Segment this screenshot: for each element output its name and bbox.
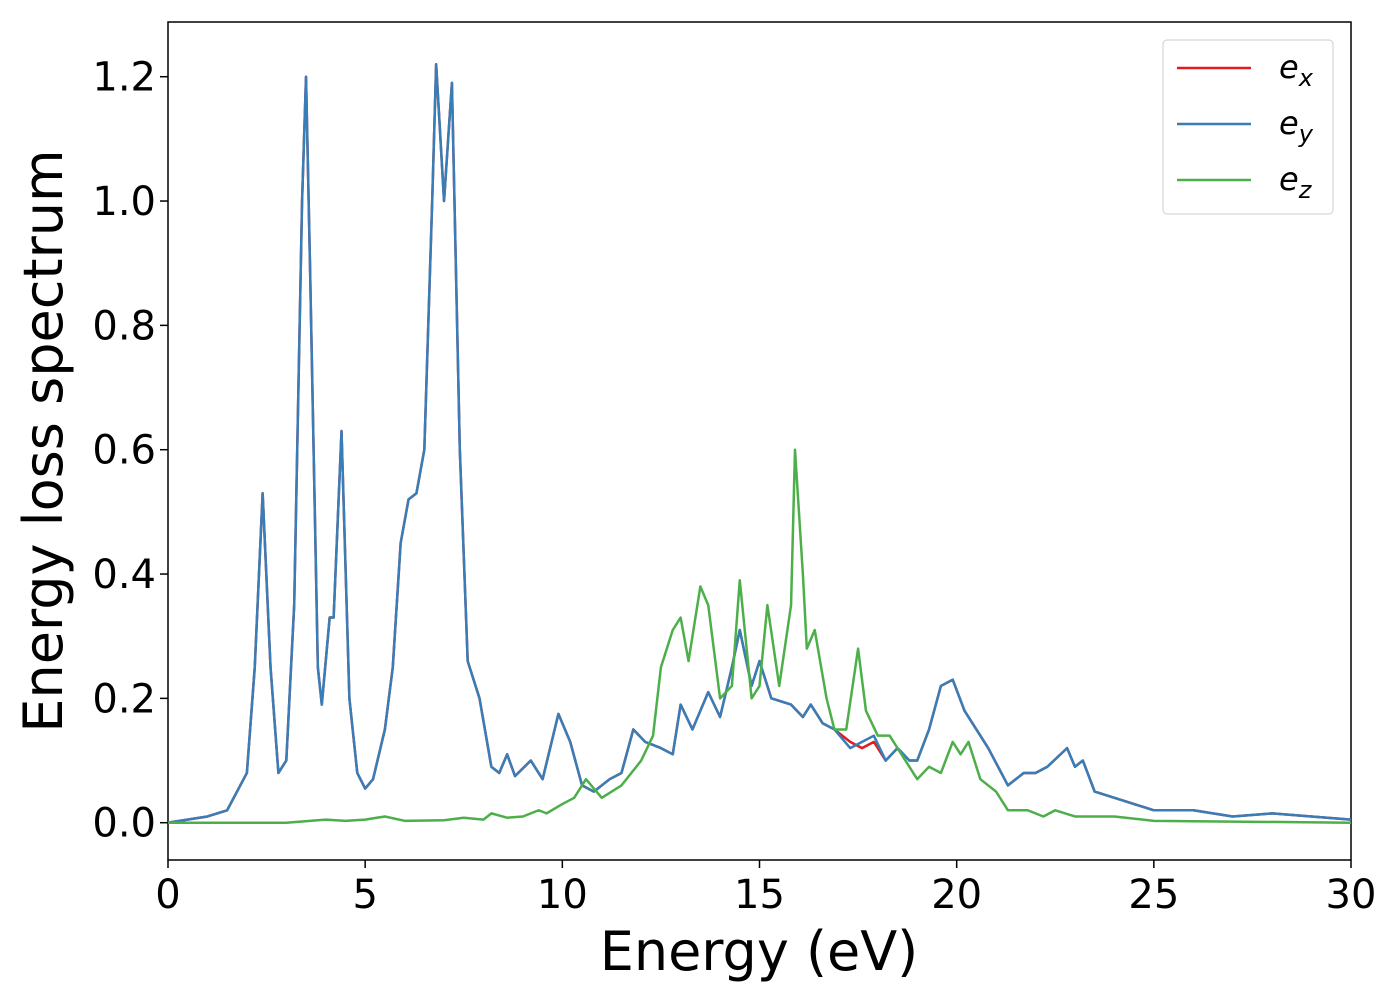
x-tick-label: 0: [155, 872, 180, 918]
y-tick-label: 1.2: [92, 55, 156, 101]
x-tick-label: 10: [537, 872, 588, 918]
x-tick-label: 20: [931, 872, 982, 918]
y-tick-label: 0.2: [92, 676, 156, 722]
x-axis-label: Energy (eV): [600, 920, 919, 983]
legend-box: [1162, 39, 1334, 215]
legend-label: ez: [1279, 160, 1313, 204]
y-axis-label: Energy loss spectrum: [12, 149, 75, 732]
y-tick-label: 1.0: [92, 179, 156, 225]
x-tick-label: 15: [734, 872, 785, 918]
y-tick-label: 0.0: [92, 801, 156, 847]
series-line: [168, 63, 1351, 824]
y-tick-label: 0.8: [92, 303, 156, 349]
y-tick-label: 0.4: [92, 552, 156, 598]
legend-label: ey: [1279, 104, 1314, 148]
legend-label: ex: [1279, 48, 1314, 92]
x-tick-label: 25: [1128, 872, 1179, 918]
y-tick-label: 0.6: [92, 428, 156, 474]
x-tick-label: 30: [1326, 872, 1377, 918]
x-tick-label: 5: [352, 872, 377, 918]
series-line: [168, 448, 1351, 824]
